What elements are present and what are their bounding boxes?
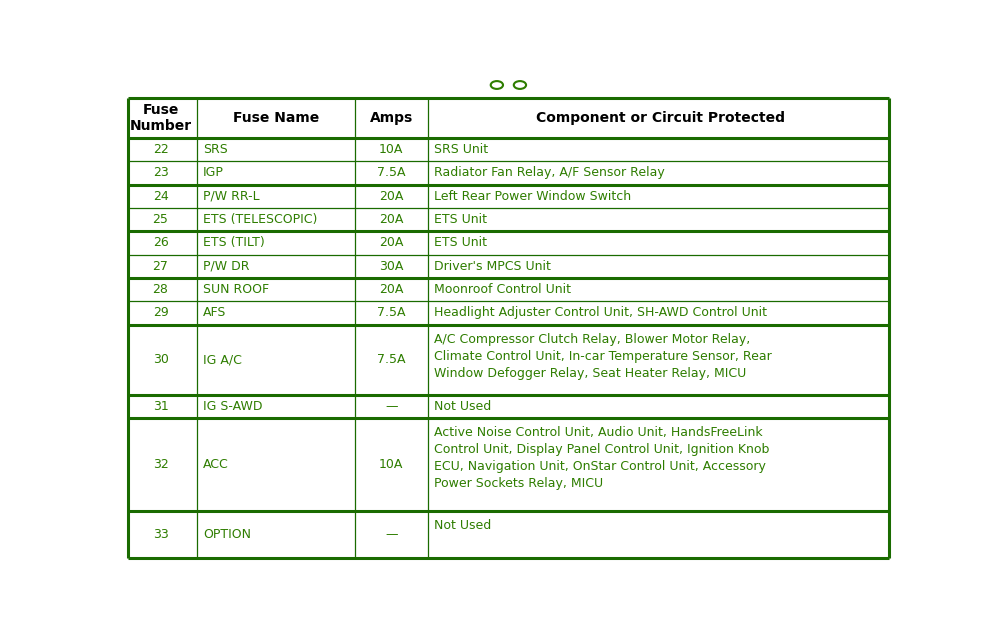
Text: Moonroof Control Unit: Moonroof Control Unit [434,283,570,296]
Text: Fuse Name: Fuse Name [233,111,319,125]
Text: 33: 33 [153,528,169,541]
Text: 29: 29 [153,306,169,319]
Text: Radiator Fan Relay, A/F Sensor Relay: Radiator Fan Relay, A/F Sensor Relay [434,166,665,179]
Text: 26: 26 [153,236,169,250]
Text: Driver's MPCS Unit: Driver's MPCS Unit [434,260,551,272]
Text: 20A: 20A [379,236,404,250]
Text: A/C Compressor Clutch Relay, Blower Motor Relay,
Climate Control Unit, In-car Te: A/C Compressor Clutch Relay, Blower Moto… [434,333,772,380]
Text: —: — [385,528,398,541]
Text: Amps: Amps [370,111,413,125]
Text: ETS Unit: ETS Unit [434,236,487,250]
Text: 27: 27 [153,260,169,272]
Text: —: — [385,399,398,413]
Text: Left Rear Power Window Switch: Left Rear Power Window Switch [434,190,631,203]
Text: 7.5A: 7.5A [377,166,406,179]
Text: 28: 28 [153,283,169,296]
Text: ETS (TILT): ETS (TILT) [203,236,265,250]
Text: ETS Unit: ETS Unit [434,213,487,226]
Text: 20A: 20A [379,190,404,203]
Text: 20A: 20A [379,283,404,296]
Text: 10A: 10A [379,143,404,156]
Text: 31: 31 [153,399,169,413]
Text: 32: 32 [153,458,169,471]
Text: 20A: 20A [379,213,404,226]
Text: 7.5A: 7.5A [377,306,406,319]
Text: Not Used: Not Used [434,399,491,413]
Text: 30: 30 [153,353,169,366]
Text: 30A: 30A [379,260,404,272]
Text: ETS (TELESCOPIC): ETS (TELESCOPIC) [203,213,317,226]
Text: Fuse
Number: Fuse Number [129,103,191,133]
Text: 22: 22 [153,143,169,156]
Text: Headlight Adjuster Control Unit, SH-AWD Control Unit: Headlight Adjuster Control Unit, SH-AWD … [434,306,767,319]
Text: P/W DR: P/W DR [203,260,250,272]
Text: Not Used: Not Used [434,519,491,532]
Text: 10A: 10A [379,458,404,471]
Text: 7.5A: 7.5A [377,353,406,366]
Text: SRS: SRS [203,143,228,156]
Text: IGP: IGP [203,166,224,179]
Text: 25: 25 [153,213,169,226]
Text: Component or Circuit Protected: Component or Circuit Protected [536,111,785,125]
Text: OPTION: OPTION [203,528,251,541]
Text: SRS Unit: SRS Unit [434,143,488,156]
Text: P/W RR-L: P/W RR-L [203,190,260,203]
Text: 24: 24 [153,190,169,203]
Text: Active Noise Control Unit, Audio Unit, HandsFreeLink
Control Unit, Display Panel: Active Noise Control Unit, Audio Unit, H… [434,426,769,490]
Text: IG A/C: IG A/C [203,353,242,366]
Text: IG S-AWD: IG S-AWD [203,399,263,413]
Text: SUN ROOF: SUN ROOF [203,283,269,296]
Text: ACC: ACC [203,458,229,471]
Text: AFS: AFS [203,306,226,319]
Text: 23: 23 [153,166,169,179]
